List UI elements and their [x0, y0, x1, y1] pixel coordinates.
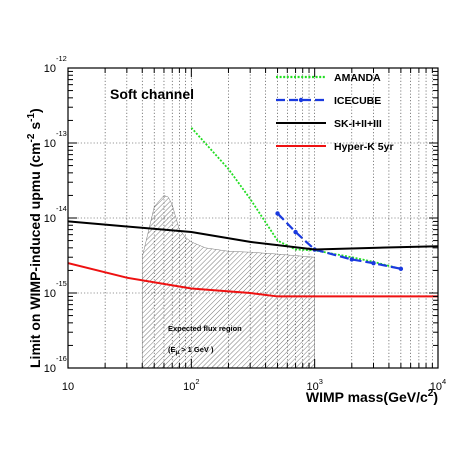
legend-marker — [298, 97, 304, 103]
x-axis-title: WIMP mass(GeV/c2) — [306, 388, 438, 405]
region-note-suffix: > 1 GeV ) — [181, 345, 214, 354]
legend-label: ICECUBE — [334, 95, 381, 107]
region-note-prefix: (E — [168, 345, 176, 354]
legend-label: Hyper-K 5yr — [334, 141, 394, 153]
legend: AMANDA ICECUBE SK-I+II+III Hyper-K 5yr — [276, 72, 394, 153]
y-axis-title: Limit on WIMP-induced upmu (cm-2 s-1) — [26, 108, 43, 368]
expected-flux-region — [142, 195, 315, 368]
series-layer — [68, 127, 438, 298]
y-tick-exponent: -16 — [56, 354, 67, 363]
series-line-1 — [190, 127, 402, 270]
region-note: (Eμ > 1 GeV ) — [168, 345, 214, 356]
y-tick-exponent: -12 — [56, 54, 67, 63]
series-line-4 — [68, 262, 438, 298]
chart-title: Soft channel — [110, 86, 194, 102]
x-tick-label: 10 — [62, 381, 74, 393]
x-tick-label: 104 — [430, 377, 446, 393]
y-tick-exponent: -14 — [56, 204, 67, 213]
series-point — [398, 266, 404, 272]
series-point — [293, 229, 298, 235]
legend-label: SK-I+II+III — [334, 118, 382, 130]
y-tick-label: 10 — [44, 363, 56, 375]
x-tick-label: 102 — [183, 377, 199, 393]
series-point — [349, 257, 354, 262]
y-tick-label: 10 — [44, 288, 56, 300]
y-tick-label: 10 — [44, 213, 56, 225]
series-point — [371, 260, 376, 266]
series-line-2 — [276, 212, 402, 270]
region-label: Expected flux region — [168, 324, 242, 333]
series-line-3 — [68, 220, 438, 251]
y-tick-label: 10 — [44, 63, 56, 75]
series-point — [275, 211, 280, 216]
flux-region-shape — [142, 195, 315, 368]
region-note-sub: μ — [176, 350, 180, 356]
y-tick-exponent: -15 — [56, 279, 67, 288]
y-tick-label: 10 — [44, 138, 56, 150]
x-tick-label: 103 — [306, 377, 322, 393]
y-tick-exponent: -13 — [56, 129, 67, 138]
legend-label: AMANDA — [334, 72, 381, 84]
